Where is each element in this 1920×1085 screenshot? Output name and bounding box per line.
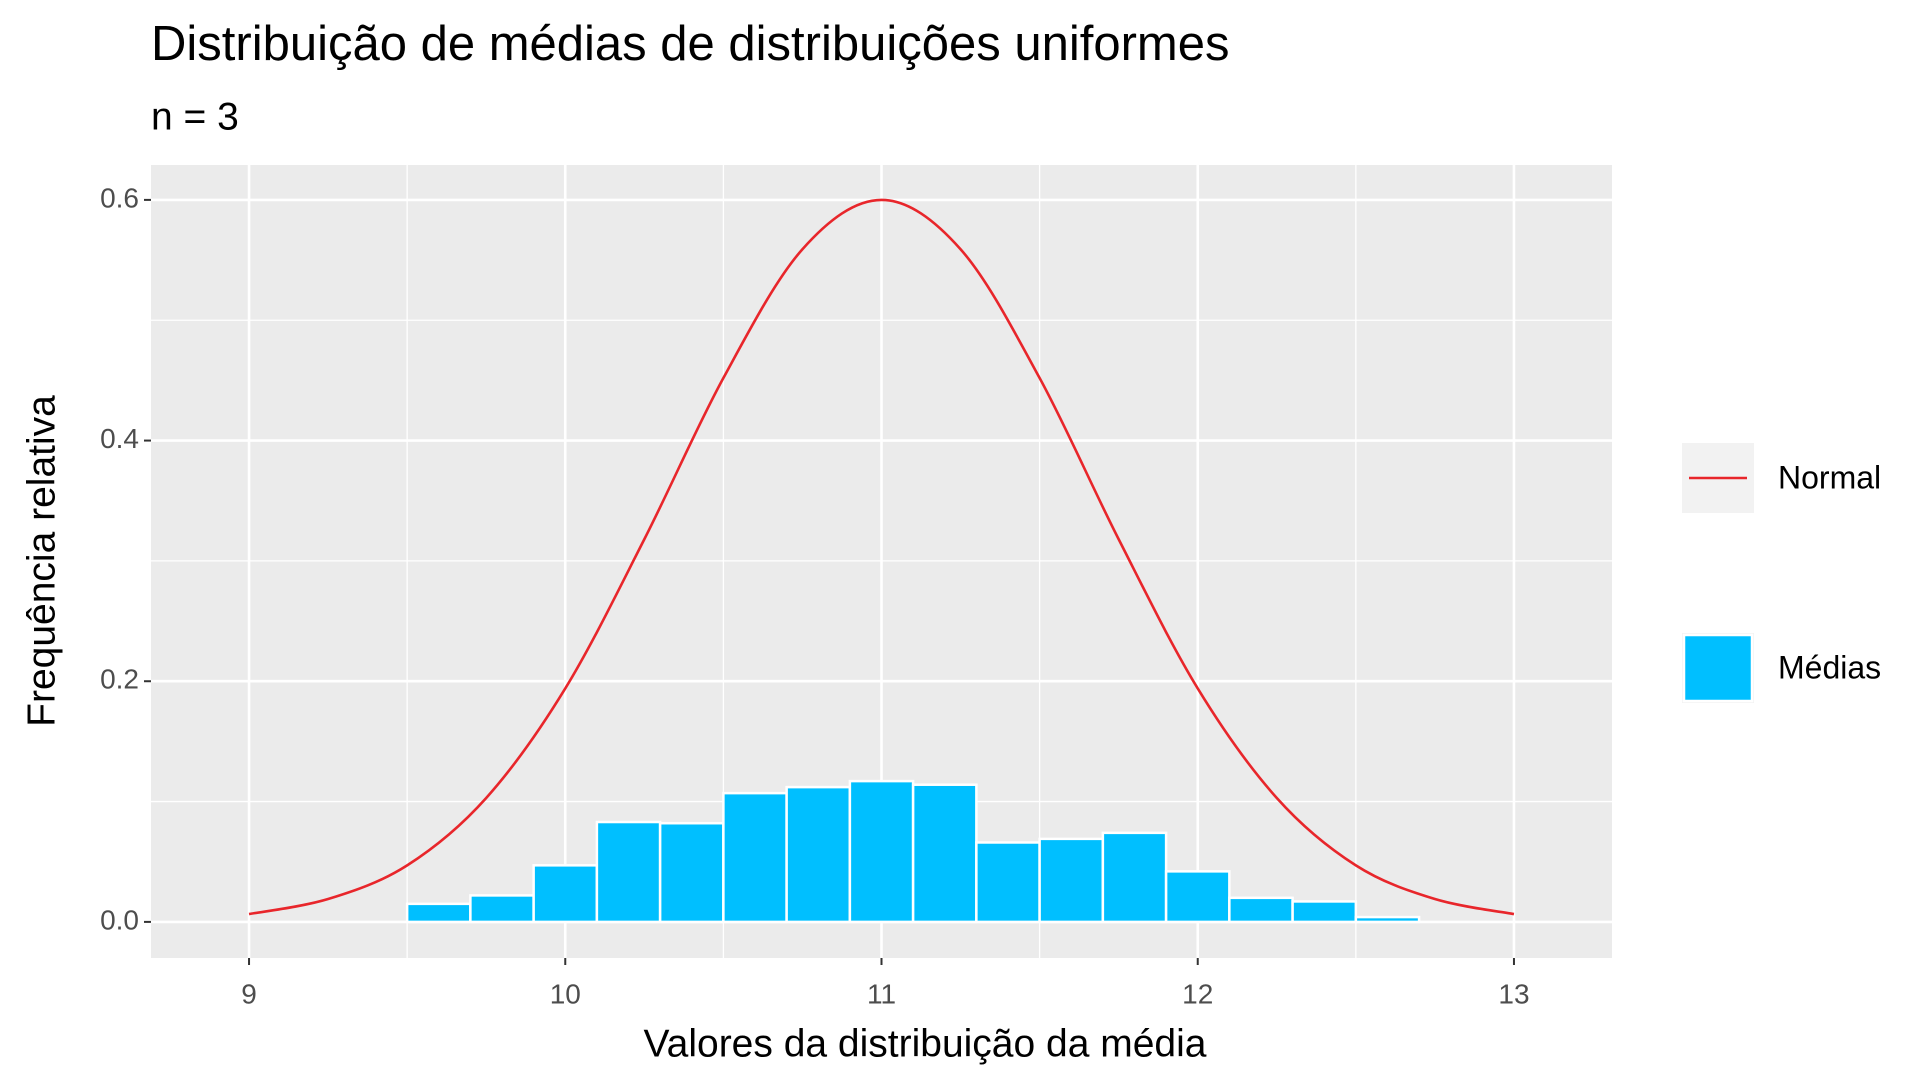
histogram-bar [658,821,725,924]
y-tick-label: 0.4 [100,423,139,454]
histogram-bar [1101,831,1168,924]
histogram-bar [405,902,472,924]
legend-key-fill [1682,633,1754,703]
histogram-bar [975,841,1041,924]
legend-label: Normal [1778,459,1881,495]
normal-curve [248,198,1515,916]
histogram-bar [1291,900,1358,924]
x-tick-label: 9 [241,978,257,1009]
histogram-bar [785,785,852,924]
histogram-bar [469,894,535,924]
y-axis-title: Frequência relativa [20,395,63,727]
x-tick-label: 10 [550,978,581,1009]
histogram-bar [911,783,978,924]
y-tick-label: 0.0 [100,904,139,935]
histogram-bar [1228,896,1294,924]
histogram-bar [532,864,599,924]
legend-label: Médias [1778,649,1881,685]
y-tick-label: 0.6 [100,182,139,213]
histogram-bar [1038,837,1105,924]
x-axis-title: Valores da distribuição da média [644,1022,1207,1065]
histogram-bar [595,820,662,924]
histogram-bar [722,791,788,924]
histogram-bar [1354,915,1421,924]
y-tick-label: 0.2 [100,664,139,695]
histogram-bar [848,779,915,924]
chart-subtitle: n = 3 [151,95,239,138]
x-tick-label: 13 [1498,978,1529,1009]
x-tick-label: 11 [867,978,896,1009]
histogram-bar [1164,870,1231,924]
x-tick-label: 12 [1182,978,1213,1009]
chart-title: Distribuição de médias de distribuições … [151,17,1230,71]
